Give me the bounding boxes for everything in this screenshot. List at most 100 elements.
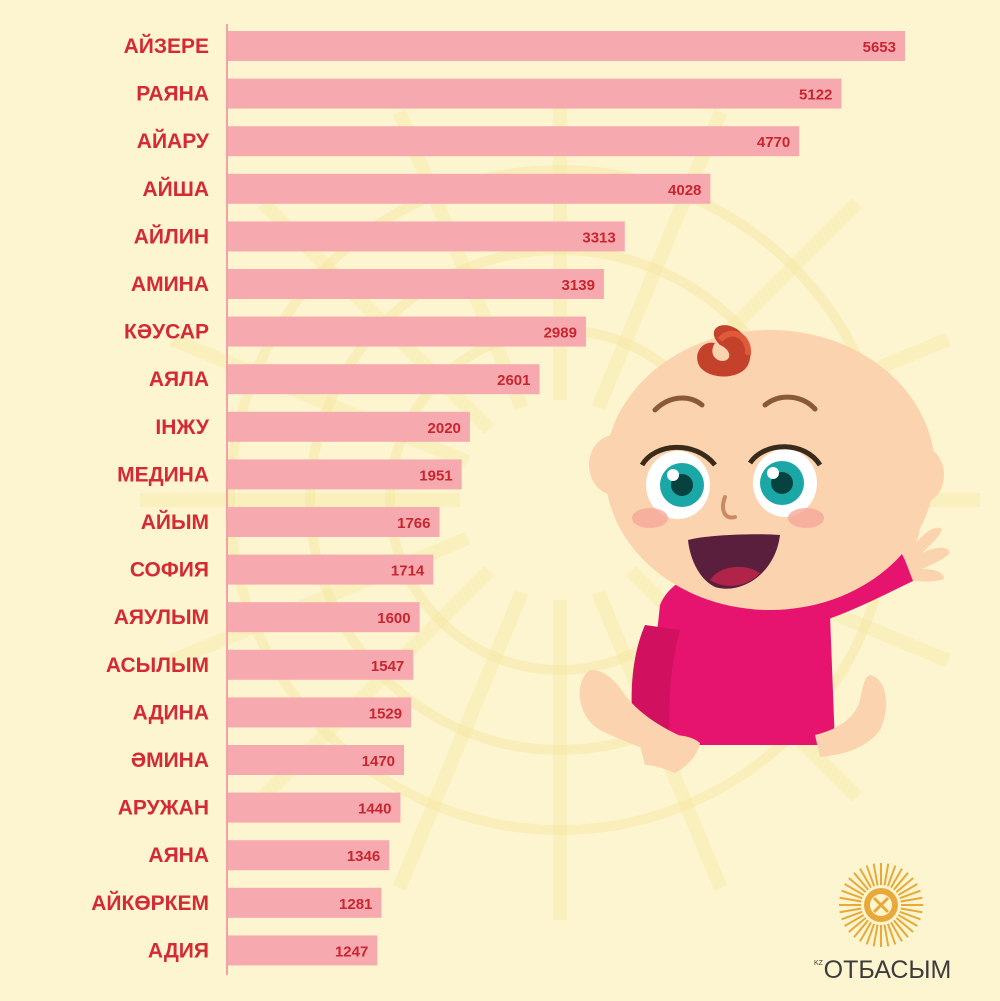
category-label: АРУЖАН — [118, 797, 209, 820]
logo-text: ОТБАСЫМ — [823, 956, 952, 984]
category-label: АЯНА — [148, 844, 209, 867]
category-label: АДИЯ — [148, 939, 209, 962]
logo-ray — [886, 923, 897, 945]
value-label: 5122 — [799, 87, 832, 104]
logo-ray — [853, 872, 869, 891]
logo-ray — [895, 917, 914, 933]
value-label: 1346 — [347, 848, 380, 865]
logo-ray — [872, 863, 879, 886]
value-label: 5653 — [863, 39, 896, 56]
bar — [228, 745, 405, 775]
category-label: АСЫЛЫМ — [106, 654, 209, 677]
bar — [228, 507, 440, 537]
value-label: 1440 — [358, 801, 391, 818]
value-label: 4028 — [668, 182, 701, 199]
logo-ray — [872, 924, 879, 947]
logo-ray — [841, 889, 863, 900]
bar — [228, 411, 470, 442]
category-label: АЙКӨРКЕМ — [91, 891, 209, 915]
category-label: АЙЛИН — [134, 224, 209, 248]
bar — [228, 173, 711, 204]
waving-baby-illustration — [579, 325, 950, 773]
bar — [228, 887, 382, 918]
logo-ray — [899, 910, 921, 921]
category-label: АЙАРУ — [137, 129, 210, 153]
bar — [228, 649, 414, 680]
logo-ray — [865, 865, 876, 887]
category-label: АЙЫМ — [141, 510, 209, 534]
logo-ray — [839, 907, 862, 914]
logo-ray — [848, 917, 867, 933]
logo-ray — [883, 863, 890, 886]
logo-ray — [893, 919, 909, 938]
value-label: 1766 — [397, 515, 430, 532]
category-label: МЕДИНА — [117, 463, 209, 486]
logo-ray — [859, 868, 872, 889]
category-label: КӘУСАР — [124, 321, 209, 344]
value-label: 2989 — [544, 325, 577, 342]
logo-ray — [890, 921, 903, 942]
category-label: ІНЖУ — [155, 416, 210, 439]
category-label: СОФИЯ — [130, 559, 209, 582]
category-label: АДИНА — [133, 701, 209, 724]
value-label: 3139 — [562, 277, 595, 294]
logo-ray — [841, 910, 863, 921]
logo-ray — [900, 907, 923, 914]
value-label: 1714 — [391, 563, 425, 580]
logo-ray — [848, 877, 867, 893]
category-label: АЯЛА — [149, 368, 209, 391]
value-label: 2020 — [428, 420, 461, 437]
sun-ornament-icon — [839, 863, 923, 947]
bar — [228, 31, 905, 61]
value-label: 1247 — [335, 943, 368, 960]
logo-ray — [899, 889, 921, 900]
bar — [228, 221, 625, 252]
value-label: 1547 — [371, 658, 404, 675]
logo-ray — [859, 921, 872, 942]
category-label: АМИНА — [131, 273, 209, 296]
value-label: 1470 — [362, 753, 395, 770]
bar — [228, 364, 540, 395]
bar — [228, 78, 842, 109]
bar — [228, 602, 420, 633]
logo-ray — [890, 868, 903, 889]
bar — [228, 126, 800, 157]
logo-ray — [886, 865, 897, 887]
bar — [228, 316, 586, 347]
logo-ray — [844, 914, 865, 927]
value-label: 2601 — [497, 372, 530, 389]
logo-ray — [865, 923, 876, 945]
value-label: 1529 — [369, 705, 402, 722]
bar — [228, 697, 412, 728]
value-label: 3313 — [582, 229, 615, 246]
bar — [228, 269, 604, 299]
value-label: 1281 — [339, 896, 372, 913]
otbasym-logo: KZ ОТБАСЫМ — [800, 860, 980, 990]
logo-ray — [844, 883, 865, 896]
ornament-ray — [392, 109, 529, 411]
category-label: АЯУЛЫМ — [114, 606, 209, 629]
bar — [228, 459, 462, 490]
bar — [228, 840, 390, 871]
category-label: АЙША — [142, 177, 209, 201]
logo-ray — [895, 877, 914, 893]
category-label: АЙЗЕРЕ — [124, 34, 209, 58]
logo-ray — [897, 883, 918, 896]
logo-ray — [897, 914, 918, 927]
logo-ray — [853, 919, 869, 938]
logo-ray — [900, 896, 923, 903]
value-label: 1951 — [419, 467, 452, 484]
category-label: ӘМИНА — [131, 749, 209, 772]
logo-ray — [839, 896, 862, 903]
category-label: РАЯНА — [136, 83, 209, 106]
bar — [228, 792, 401, 823]
logo-ray — [883, 924, 890, 947]
value-label: 4770 — [757, 134, 790, 151]
logo-kz-label: KZ — [814, 960, 823, 967]
ornament-ray — [591, 109, 728, 411]
logo-ray — [893, 872, 909, 891]
bar — [228, 554, 434, 585]
bar — [228, 935, 378, 966]
